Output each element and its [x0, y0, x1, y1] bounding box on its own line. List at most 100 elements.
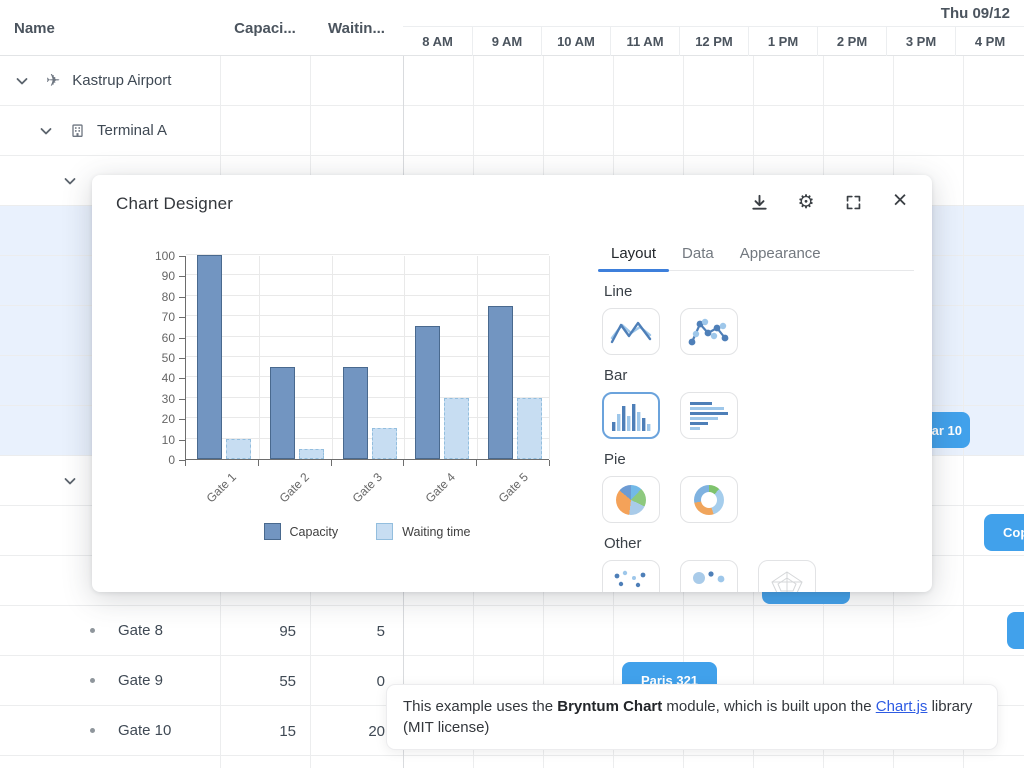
chart-bar-waiting-time-gate-2: [298, 448, 324, 459]
chart-bar-capacity-gate-3: [342, 367, 368, 459]
info-bold-text: Bryntum Chart: [557, 698, 663, 715]
event-bar-clipped-right[interactable]: [1007, 612, 1024, 649]
tab-data[interactable]: Data: [682, 245, 714, 262]
chart-designer-dialog: Chart Designer ⚙ × 0 10 20 30 40 50 60 70 80 90 10…: [92, 175, 932, 592]
x-axis-label-gate-2: Gate 2: [276, 470, 313, 506]
column-header-waiting[interactable]: Waitin...: [328, 19, 385, 37]
chevron-down-icon[interactable]: [14, 73, 30, 89]
legend-swatch: [376, 523, 394, 540]
chart-type-doughnut-icon[interactable]: [680, 476, 738, 523]
x-axis-tick: [549, 460, 550, 466]
chart-type-bubble-icon[interactable]: [680, 560, 738, 592]
x-axis-tick: [476, 460, 478, 466]
time-header-2-pm[interactable]: 2 PM: [816, 27, 886, 56]
row-label: Gate 8: [118, 622, 164, 639]
chart-gridline: [186, 356, 549, 357]
x-axis-label-gate-5: Gate 5: [495, 470, 531, 506]
chevron-down-icon[interactable]: [62, 473, 78, 489]
waiting-value: 20: [368, 722, 385, 740]
chart-bar-capacity-gate-1: [197, 255, 222, 459]
chart-type-scatter-icon[interactable]: [602, 560, 660, 592]
row-label: Terminal A: [97, 122, 168, 139]
section-label-other: Other: [604, 535, 642, 552]
y-axis-tick: [179, 358, 185, 359]
chart-type-radar-icon[interactable]: [758, 560, 816, 592]
y-axis-tick: [179, 296, 185, 298]
time-header-9-am[interactable]: 9 AM: [471, 27, 541, 56]
section-label-bar: Bar: [604, 367, 628, 384]
chart-gridline: [258, 256, 260, 459]
column-header-capacity[interactable]: Capaci...: [234, 19, 296, 37]
y-axis-label: 0: [168, 453, 175, 467]
capacity-value: 95: [279, 622, 296, 640]
fullscreen-icon[interactable]: [843, 192, 863, 212]
time-header-10-am[interactable]: 10 AM: [540, 27, 610, 56]
dialog-title: Chart Designer: [116, 194, 234, 213]
grid-row-gate-8[interactable]: Gate 8 95 5: [0, 606, 1024, 656]
y-axis-label: 90: [161, 269, 175, 284]
info-text: This example uses the: [403, 698, 558, 715]
grid-row-terminal-a[interactable]: Terminal A: [0, 106, 1024, 156]
legend-item-waiting-time[interactable]: Waiting time: [376, 523, 470, 540]
row-label: Kastrup Airport: [72, 72, 172, 89]
tab-layout[interactable]: Layout: [598, 245, 670, 272]
y-axis-label: 20: [161, 412, 175, 427]
chart-gridline: [186, 335, 549, 337]
chart-type-bar-vertical-icon[interactable]: [602, 392, 660, 439]
x-axis-tick: [257, 460, 259, 466]
y-axis-label: 70: [161, 310, 175, 325]
capacity-value: 15: [279, 722, 296, 740]
section-label-line: Line: [604, 283, 633, 300]
tab-appearance[interactable]: Appearance: [739, 245, 821, 262]
x-axis-label-gate-1: Gate 1: [203, 470, 240, 506]
grid-line: [963, 27, 964, 768]
waiting-value: 0: [376, 672, 385, 690]
grid-row-kastrup-airport[interactable]: ✈ Kastrup Airport: [0, 56, 1024, 106]
y-axis-label: 40: [161, 371, 175, 386]
column-header-name[interactable]: Name: [14, 19, 55, 37]
line-thumbnails: [598, 308, 914, 355]
close-icon[interactable]: ×: [892, 186, 908, 214]
designer-panel: Layout Data Appearance Line Bar: [598, 245, 914, 592]
grid-row-14[interactable]: [0, 756, 1024, 768]
time-header-11-am[interactable]: 11 AM: [609, 27, 679, 56]
legend-item-capacity[interactable]: Capacity: [263, 523, 339, 540]
legend-label: Capacity: [289, 524, 339, 539]
download-icon[interactable]: [749, 192, 769, 212]
time-header-1-pm[interactable]: 1 PM: [747, 27, 817, 56]
chevron-down-icon[interactable]: [38, 123, 54, 139]
chart-bar-capacity-gate-5: [488, 306, 514, 459]
chart-gridline: [186, 274, 549, 276]
y-axis-label: 100: [154, 249, 175, 263]
timeline-date-header[interactable]: Thu 09/12: [403, 0, 1024, 27]
time-header-8-am[interactable]: 8 AM: [422, 34, 453, 49]
chart-bar-waiting-time-gate-4: [444, 397, 470, 459]
event-bar-copenhagen[interactable]: Cope: [984, 514, 1024, 551]
chart-type-line-points-icon[interactable]: [680, 308, 738, 355]
time-header-4-pm[interactable]: 4 PM: [954, 27, 1024, 56]
gear-icon[interactable]: ⚙: [797, 191, 815, 213]
chart-bar-waiting-time-gate-3: [371, 428, 397, 459]
grid-row-10[interactable]: [0, 556, 1024, 606]
chart-type-pie-icon[interactable]: [602, 476, 660, 523]
chart-type-line-icon[interactable]: [602, 308, 660, 355]
chart-preview: 0 10 20 30 40 50 60 70 80 90 100 Gate 1 Gate 2 Gate …: [92, 235, 598, 575]
grid-header: Name Capaci... Waitin... Thu 09/12 8 AM 9…: [0, 0, 1024, 56]
chevron-down-icon[interactable]: [62, 173, 78, 189]
chart-gridline: [549, 256, 550, 459]
y-axis-label: 30: [161, 391, 175, 406]
chart-legend: Capacity Waiting time: [185, 523, 549, 540]
info-banner: This example uses the Bryntum Chart modu…: [386, 684, 998, 750]
chart-gridline: [477, 256, 479, 459]
y-axis-label: 80: [161, 289, 175, 304]
legend-swatch: [263, 523, 281, 540]
chart-type-bar-horizontal-icon[interactable]: [680, 392, 738, 439]
time-header-3-pm[interactable]: 3 PM: [885, 27, 955, 56]
chartjs-link[interactable]: Chart.js: [875, 698, 928, 715]
bar-thumbnails: [598, 392, 914, 439]
chart-bar-waiting-time-gate-5: [517, 397, 543, 459]
y-axis-label: 10: [161, 432, 175, 447]
building-icon: [70, 123, 85, 138]
time-header-12-pm[interactable]: 12 PM: [678, 27, 748, 56]
grid-row-gate-10[interactable]: Gate 10 15 20: [0, 706, 1024, 756]
